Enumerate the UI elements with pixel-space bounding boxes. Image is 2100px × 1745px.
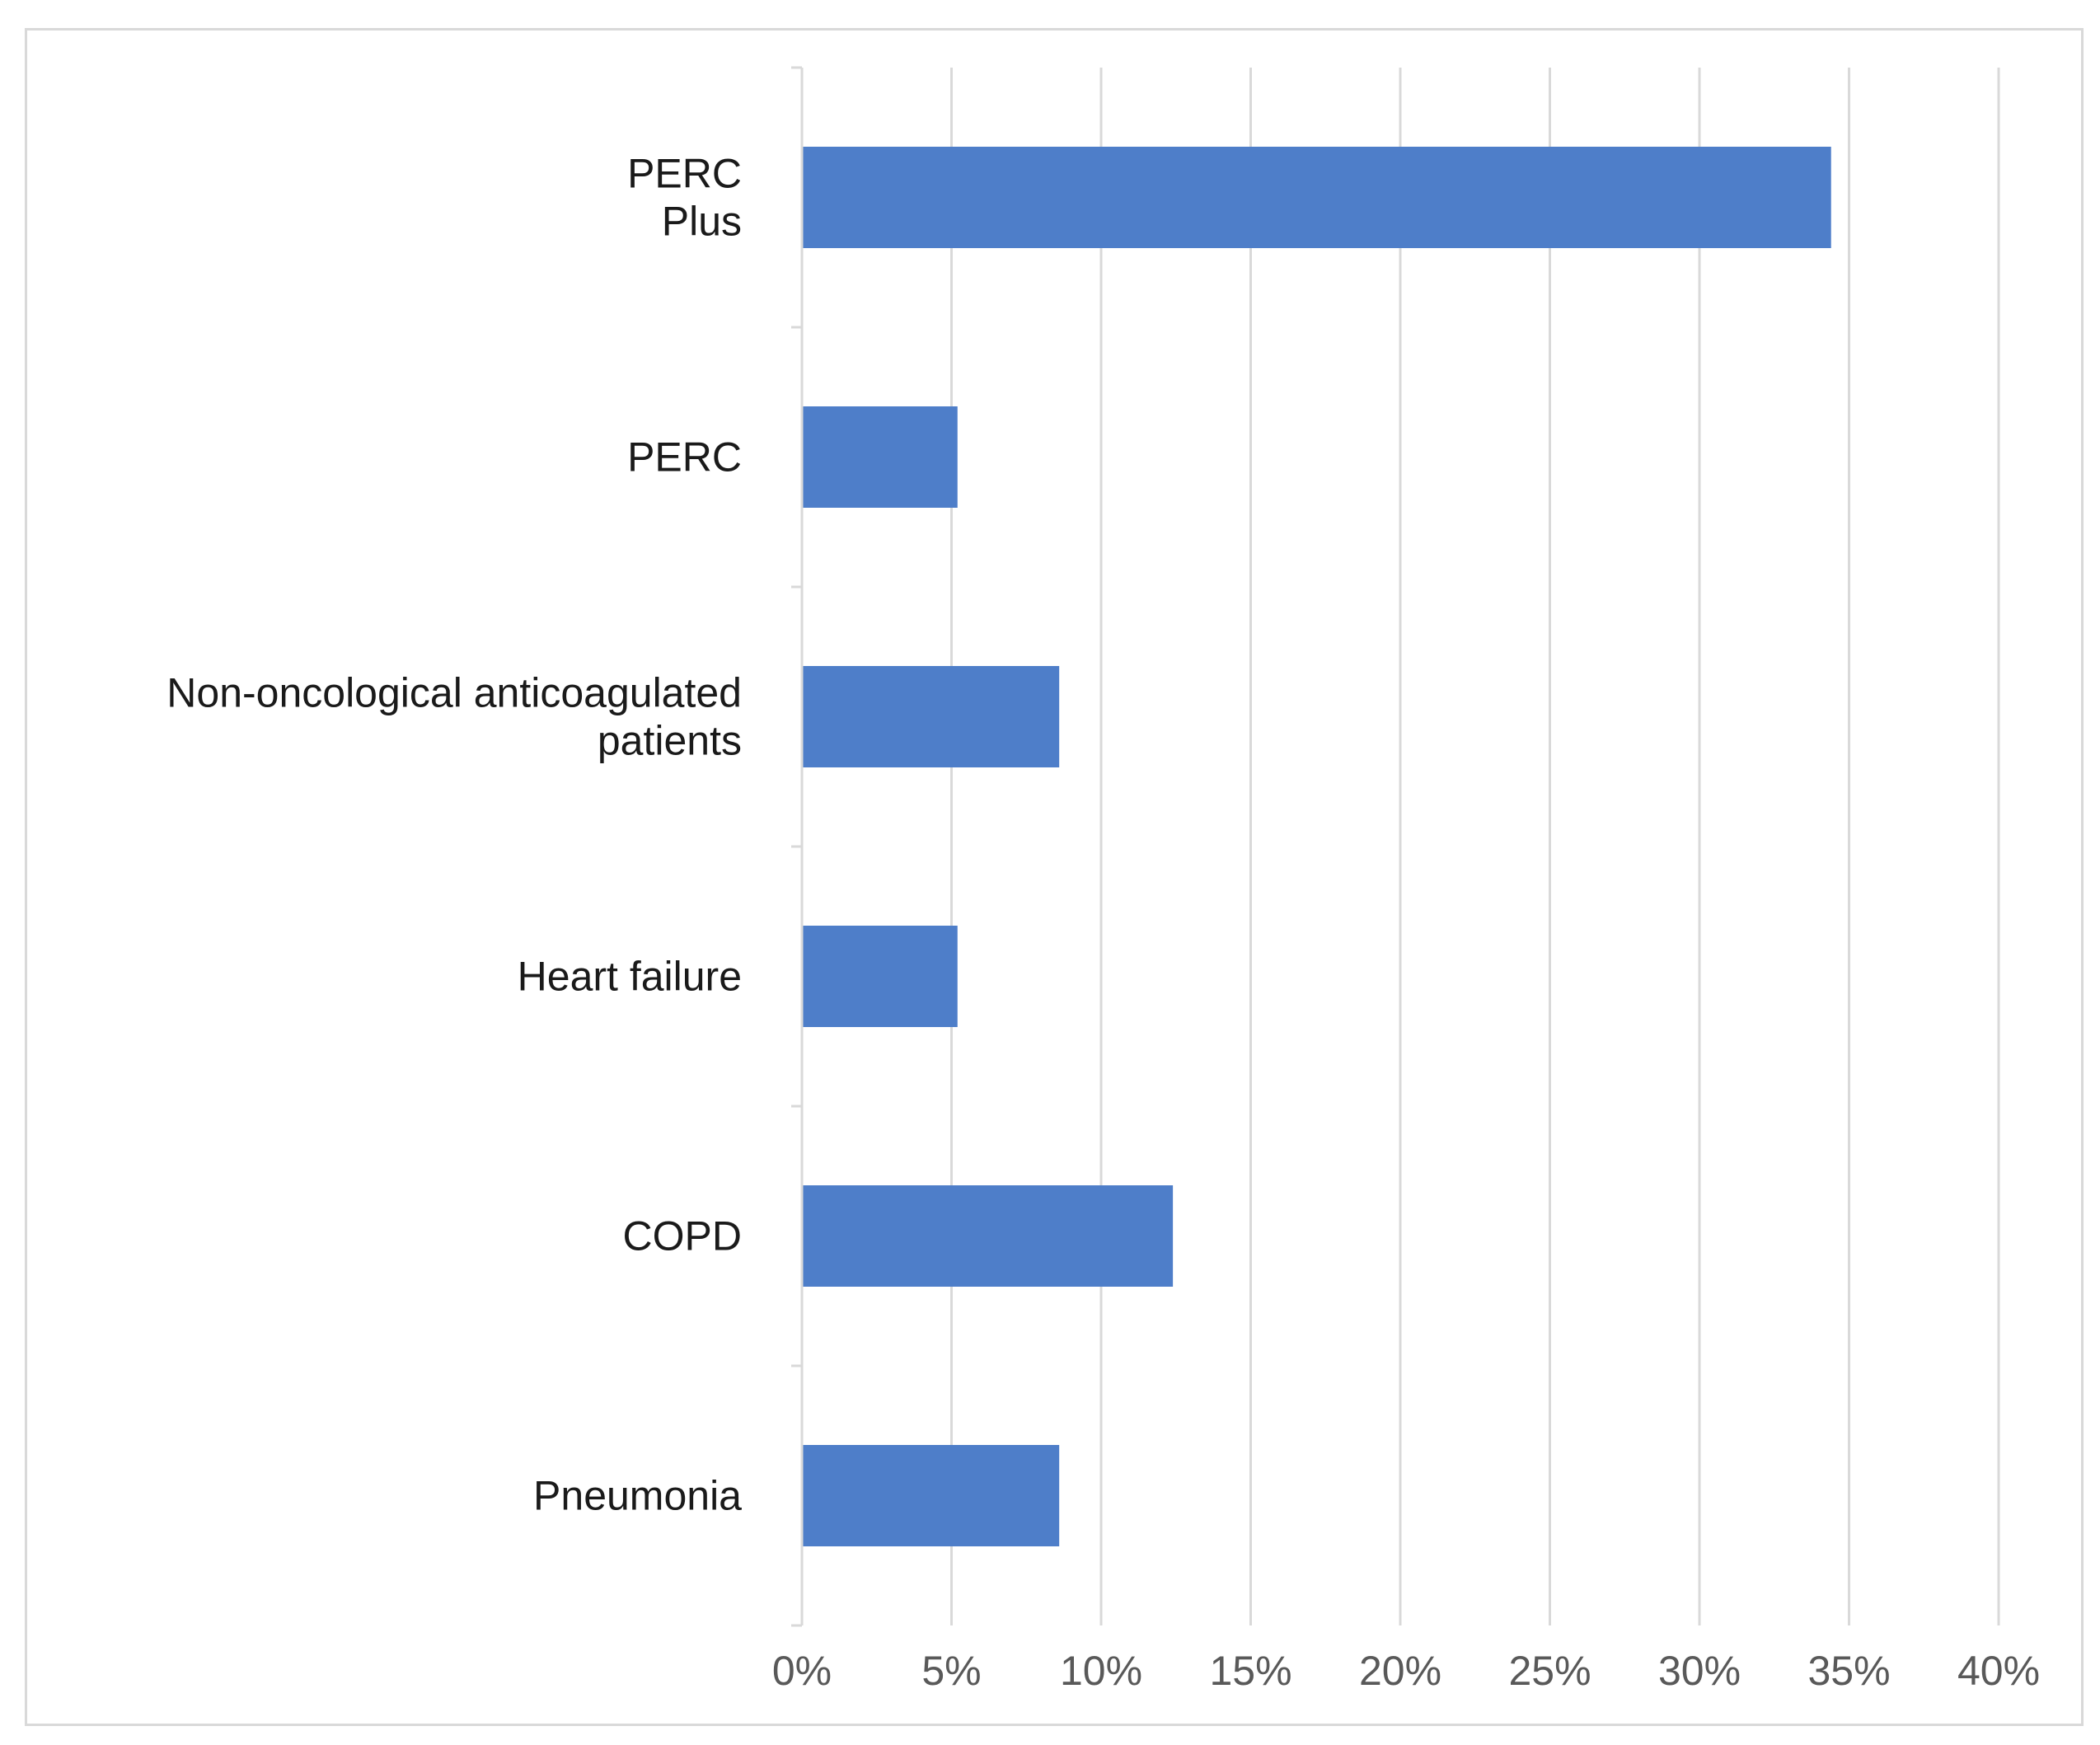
- category-label-line: PERC: [627, 434, 742, 481]
- x-tick-label: 35%: [1807, 1648, 1890, 1694]
- category-axis: [791, 66, 804, 1627]
- x-tick-label: 0%: [772, 1648, 832, 1694]
- x-tick-label: 5%: [921, 1648, 981, 1694]
- bars: [803, 147, 1831, 1546]
- x-tick-labels: 0% 5% 10% 15% 20% 25% 30% 35% 40%: [772, 1648, 2040, 1694]
- x-tick-label: 25%: [1508, 1648, 1591, 1694]
- gridlines: [950, 68, 2000, 1625]
- category-label-line: Pneumonia: [533, 1473, 742, 1519]
- category-label: Pneumonia: [533, 1473, 742, 1519]
- category-label: Non-oncological anticoagulated patients: [166, 670, 742, 764]
- bar: [803, 406, 958, 508]
- category-label-line: COPD: [623, 1213, 742, 1259]
- category-label-line: PERC: [627, 151, 742, 197]
- x-tick-label: 30%: [1658, 1648, 1741, 1694]
- x-tick-label: 20%: [1359, 1648, 1441, 1694]
- category-label-line: patients: [598, 718, 742, 764]
- category-label: COPD: [623, 1213, 742, 1259]
- category-label-line: Plus: [662, 199, 742, 245]
- bar: [803, 1185, 1174, 1287]
- x-tick-label: 15%: [1209, 1648, 1291, 1694]
- bar: [803, 147, 1831, 248]
- bar: [803, 926, 958, 1027]
- x-tick-label: 40%: [1957, 1648, 2040, 1694]
- x-tick-label: 10%: [1060, 1648, 1142, 1694]
- chart-frame: [25, 28, 2084, 1726]
- category-label: Heart failure: [518, 954, 742, 1000]
- bar: [803, 1445, 1060, 1546]
- category-label-line: Non-oncological anticoagulated: [166, 670, 742, 716]
- category-label-line: Heart failure: [518, 954, 742, 1000]
- bar: [803, 666, 1060, 767]
- category-label: PERC: [627, 434, 742, 481]
- category-label: PERC Plus: [627, 151, 742, 245]
